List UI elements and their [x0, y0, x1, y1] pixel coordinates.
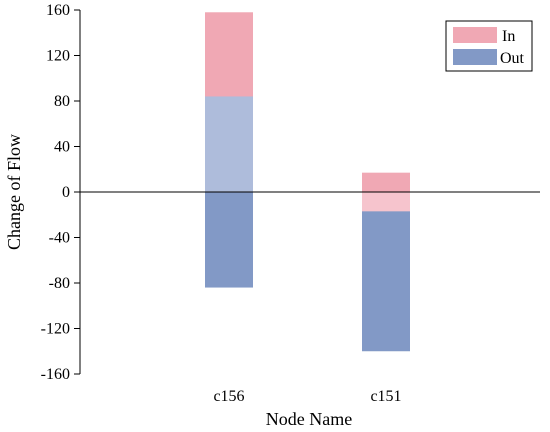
legend: In Out [445, 20, 533, 72]
legend-label-out: Out [500, 50, 525, 67]
y-tick-label: 0 [62, 184, 70, 201]
legend-swatch-in [453, 27, 497, 43]
bar-out-c156 [205, 192, 253, 288]
y-tick-label: -160 [41, 366, 70, 383]
bars [205, 12, 410, 352]
bar-overlap-c151 [362, 192, 410, 212]
x-axis: c156 c151 [213, 388, 401, 405]
x-tick-label: c151 [370, 388, 401, 405]
bar-overlap-c156 [205, 96, 253, 192]
bar-out-c151 [362, 192, 410, 352]
legend-swatch-out [453, 49, 497, 65]
x-tick-label: c156 [213, 388, 244, 405]
y-tick-label: 80 [54, 93, 70, 110]
y-tick-label: 40 [54, 139, 70, 156]
y-tick-label: 120 [46, 48, 70, 65]
y-tick-label: 160 [46, 2, 70, 19]
y-tick-label: -80 [49, 275, 70, 292]
y-axis-title: Change of Flow [4, 134, 24, 250]
legend-label-in: In [502, 28, 515, 45]
y-tick-label: -40 [49, 230, 70, 247]
y-tick-label: -120 [41, 321, 70, 338]
bar-in-c151 [362, 172, 410, 192]
y-axis: 160 120 80 40 0 -40 -80 -120 -160 [41, 2, 81, 383]
x-axis-title: Node Name [266, 409, 352, 429]
